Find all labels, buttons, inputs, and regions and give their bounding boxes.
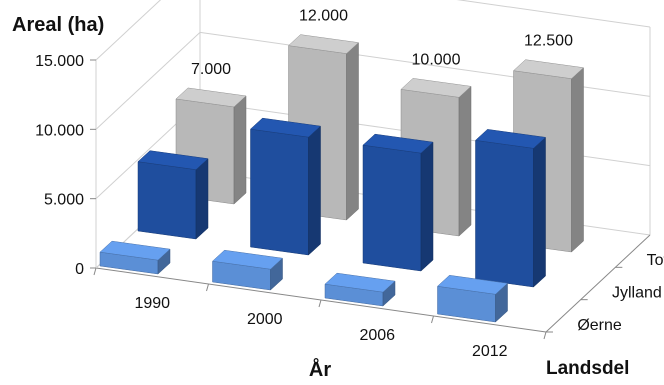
depth-tick-label: Jylland [612, 285, 662, 302]
bar-top-face [324, 272, 396, 293]
bar [324, 272, 396, 307]
y-tick-label: 10.000 [35, 122, 84, 139]
data-label: 7.000 [191, 61, 231, 78]
depth-axis-line [545, 234, 651, 333]
gridline-left [95, 31, 201, 130]
depth-tick-label: Øerne [577, 317, 622, 334]
bar-top-face [175, 87, 247, 108]
x-tick-label: 2006 [359, 327, 395, 344]
x-tick-mark [318, 299, 322, 308]
y-tick-label: 15.000 [35, 53, 84, 70]
x-axis-title: År [309, 357, 331, 381]
bar [362, 133, 434, 272]
bar-side-face [533, 136, 546, 288]
bar-front-face [250, 128, 309, 256]
bar-top-face [211, 249, 284, 270]
bar-top-face [474, 129, 547, 149]
depth-tick-label: Total [647, 252, 664, 269]
bar-layer [99, 34, 585, 323]
y-tick-label: 0 [75, 261, 84, 278]
bar-side-face [195, 158, 209, 240]
gridline-back [456, 0, 651, 28]
y-tick-label: 5.000 [44, 192, 84, 209]
x-tick-mark [93, 267, 97, 276]
data-label: 12.000 [299, 8, 348, 25]
bar [211, 249, 284, 291]
data-label: 12.500 [524, 33, 573, 50]
bar [436, 275, 509, 323]
bar-top-face [249, 117, 322, 138]
y-axis-title: Areal (ha) [12, 14, 104, 36]
x-tick-mark [431, 315, 434, 324]
bar-side-face [308, 125, 321, 256]
bar-side-face [458, 85, 472, 237]
bar [99, 240, 171, 275]
label-layer: 0 5.000 10.000 15.000 1990 2000 2006 2012 Øerne J… [35, 8, 664, 360]
bar-top-face [362, 133, 434, 154]
gridline-left [95, 0, 162, 61]
bar [137, 150, 209, 240]
x-tick-label: 2000 [247, 311, 283, 328]
bar-side-face [420, 141, 434, 272]
bar-side-face [233, 95, 247, 205]
bar-top-face [99, 240, 171, 261]
bar-side-face [346, 42, 359, 221]
x-tick-mark [543, 331, 547, 340]
bar-front-face [475, 140, 534, 288]
bar-top-face [287, 34, 360, 54]
x-tick-label: 1990 [134, 295, 170, 312]
data-label: 10.000 [412, 51, 461, 68]
bar [474, 129, 547, 288]
bar-top-face [400, 78, 472, 98]
bar [249, 117, 322, 256]
bar-top-face [512, 59, 585, 79]
x-tick-mark [206, 283, 209, 292]
bar-top-face [436, 275, 509, 295]
bar-front-face [137, 161, 197, 240]
bar-top-face [137, 150, 209, 170]
x-tick-label: 2012 [472, 343, 508, 360]
bar-front-face [362, 144, 422, 272]
bar-side-face [571, 67, 584, 253]
depth-axis-title: Landsdel [546, 358, 629, 379]
